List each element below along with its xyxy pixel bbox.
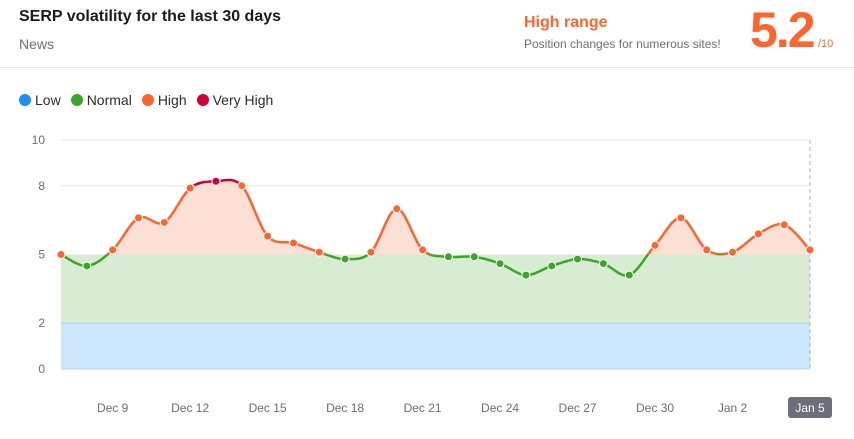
divider [0, 67, 854, 68]
y-tick-label: 10 [32, 133, 46, 147]
data-point [159, 217, 169, 227]
y-tick-label: 2 [38, 316, 45, 330]
x-tick-label: Jan 2 [718, 401, 748, 415]
legend-dot-icon [19, 94, 31, 106]
x-tick-label: Dec 27 [559, 401, 597, 415]
data-point [805, 245, 815, 255]
legend-dot-icon [141, 94, 154, 106]
x-tick-label: Dec 15 [249, 401, 287, 415]
legend-item-low[interactable]: Low [19, 92, 61, 108]
data-point [366, 247, 376, 257]
data-point [108, 245, 118, 255]
data-point [288, 238, 298, 248]
y-tick-label: 8 [38, 179, 45, 193]
legend-label: Very High [212, 92, 274, 108]
data-point [702, 245, 712, 255]
band-low [61, 323, 810, 369]
data-point [263, 231, 273, 241]
data-point [237, 181, 247, 191]
chart-title: SERP volatility for the last 30 days [19, 8, 282, 25]
range-description: Position changes for numerous sites! [524, 37, 721, 51]
legend-item-high[interactable]: High [141, 92, 187, 108]
legend-item-normal[interactable]: Normal [70, 92, 132, 108]
x-tick-label: Dec 9 [97, 401, 129, 415]
x-tick-label: Dec 24 [481, 401, 519, 415]
data-point [443, 252, 453, 262]
data-point [676, 213, 686, 223]
data-point [82, 261, 92, 271]
legend-dot-icon [196, 94, 209, 106]
line-normal-segment [60, 254, 729, 277]
y-tick-label: 0 [38, 362, 45, 376]
data-point [728, 247, 738, 257]
data-point [624, 270, 634, 280]
data-point [753, 229, 763, 239]
x-tick-label: Dec 21 [404, 401, 442, 415]
x-tick-label: Dec 18 [326, 401, 364, 415]
current-day-badge [788, 397, 832, 418]
data-point [573, 254, 583, 264]
score-max: /10 [818, 38, 834, 50]
current-day-label: Jan 5 [795, 401, 825, 415]
category-label: News [19, 36, 55, 52]
data-point [547, 261, 557, 271]
legend-label: Low [35, 92, 61, 108]
legend-dot-icon [70, 94, 83, 106]
y-tick-label: 5 [38, 248, 45, 262]
data-point [185, 183, 195, 193]
legend-label: Normal [86, 92, 132, 108]
volatility-score: 5.2 [750, 2, 816, 58]
range-label: High range [524, 14, 608, 31]
data-point [495, 259, 505, 269]
data-point [469, 252, 479, 262]
data-point [211, 176, 221, 186]
legend: Low Normal High Very High [19, 92, 273, 108]
data-point [133, 213, 143, 223]
data-point [521, 270, 531, 280]
data-point [418, 245, 428, 255]
x-tick-label: Dec 30 [636, 401, 674, 415]
data-point [314, 247, 324, 257]
legend-label: High [157, 92, 187, 108]
x-tick-label: Dec 12 [171, 401, 209, 415]
data-point [779, 220, 789, 230]
legend-item-very-high[interactable]: Very High [196, 92, 274, 108]
data-point [598, 259, 608, 269]
data-point [340, 254, 350, 264]
data-point [650, 240, 660, 250]
data-point [392, 204, 402, 214]
data-point [56, 250, 66, 259]
band-normal [61, 254, 810, 324]
